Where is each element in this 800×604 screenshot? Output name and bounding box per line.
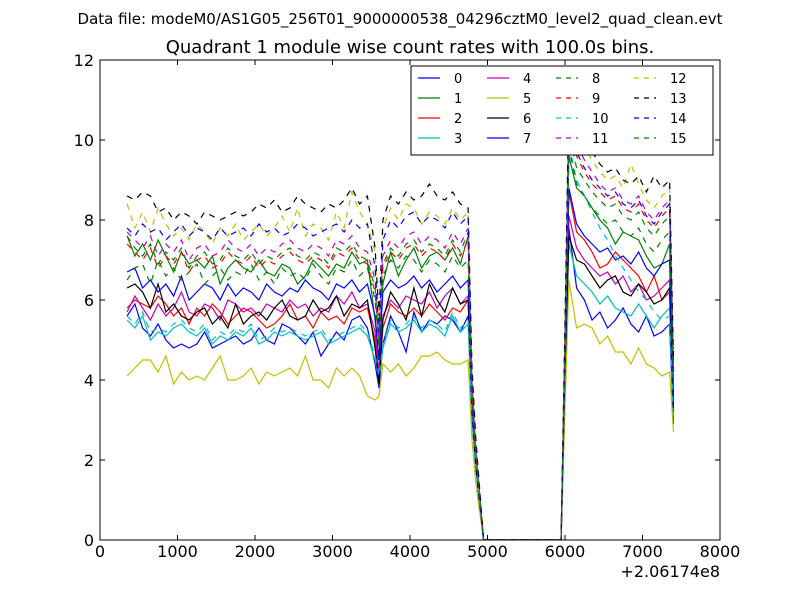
series-1-line (126, 155, 675, 540)
x-tick-label: 2000 (235, 542, 276, 561)
series-4-line (126, 215, 675, 540)
legend-label-2: 2 (454, 112, 462, 127)
ticks-layer: 0 1000 2000 3000 4000 5000 6000 7000 80000246810… (74, 51, 741, 561)
legend-label-11: 11 (592, 132, 609, 147)
series-5-line (126, 279, 675, 540)
series-11-line (126, 107, 675, 540)
x-offset-label: +2.06174e8 (620, 562, 720, 581)
y-tick-label: 2 (84, 451, 94, 470)
legend-label-13: 13 (670, 92, 687, 107)
chart-suptitle: Data file: modeM0/AS1G05_256T01_90000005… (78, 10, 723, 29)
legend-label-3: 3 (454, 132, 462, 147)
legend-label-14: 14 (670, 112, 687, 127)
x-tick-label: 5000 (467, 542, 508, 561)
legend-label-10: 10 (592, 112, 609, 127)
legend-label-1: 1 (454, 92, 462, 107)
series-6-line (126, 235, 675, 540)
x-tick-label: 6000 (545, 542, 586, 561)
series-layer (126, 91, 675, 540)
legend-label-0: 0 (454, 72, 462, 87)
legend-label-5: 5 (523, 92, 531, 107)
series-10-line (126, 143, 675, 540)
y-tick-label: 8 (84, 211, 94, 230)
legend-label-9: 9 (592, 92, 600, 107)
y-tick-label: 10 (74, 131, 94, 150)
y-tick-label: 4 (84, 371, 94, 390)
legend-frame (410, 65, 714, 156)
y-tick-label: 6 (84, 291, 94, 310)
legend-label-7: 7 (523, 132, 531, 147)
legend-label-4: 4 (523, 72, 531, 87)
x-tick-label: 1000 (157, 542, 198, 561)
series-3-line (126, 243, 675, 540)
series-0-line (126, 227, 675, 540)
x-tick-label: 4000 (390, 542, 431, 561)
y-tick-label: 12 (74, 51, 94, 70)
legend-label-6: 6 (523, 112, 531, 127)
chart-title: Quadrant 1 module wise count rates with … (166, 37, 655, 58)
legend-label-12: 12 (670, 72, 687, 87)
plot-area: 0 1000 2000 3000 4000 5000 6000 7000 80000246810… (74, 51, 741, 561)
series-14-line (126, 115, 675, 540)
series-7-line (126, 187, 675, 540)
series-9-line (126, 119, 675, 540)
x-tick-label: 0 (95, 542, 105, 561)
x-tick-label: 8000 (700, 542, 741, 561)
x-tick-label: 3000 (312, 542, 353, 561)
x-tick-label: 7000 (622, 542, 663, 561)
y-tick-label: 0 (84, 531, 94, 550)
legend-label-15: 15 (670, 132, 687, 147)
series-13-line (126, 91, 675, 540)
legend-label-8: 8 (592, 72, 600, 87)
